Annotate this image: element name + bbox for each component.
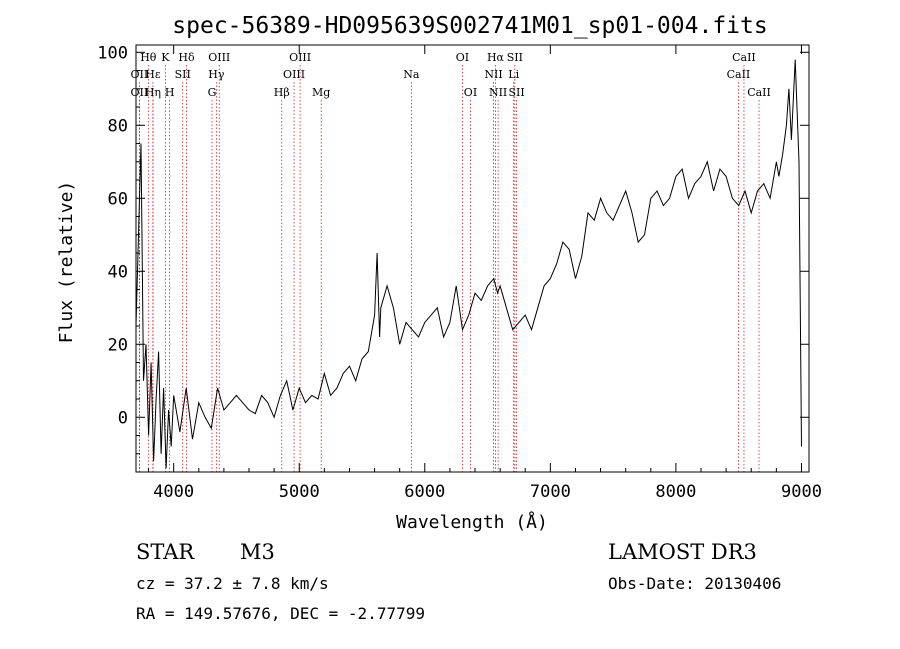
spectral-line-label: OI [464,86,477,99]
x-tick-label: 9000 [781,482,822,502]
x-tick-label: 8000 [655,482,696,502]
spectral-line-label: Mg [312,86,330,99]
x-tick-label: 5000 [279,482,320,502]
spectral-line-label: Hδ [178,51,195,64]
spectral-line-label: NII [484,68,502,81]
spectral-line-label: NII [489,86,507,99]
ra-dec: RA = 149.57676, DEC = -2.77799 [136,604,425,623]
spectral-line-label: G [208,86,217,99]
x-tick-label: 4000 [153,482,194,502]
redshift-cz: cz = 37.2 ± 7.8 km/s [136,574,329,593]
spectral-line-label: K [161,51,170,64]
x-tick-label: 6000 [404,482,445,502]
y-axis-label: Flux (relative) [56,181,77,344]
y-tick-label: 100 [97,43,128,63]
spectral-line-label: SII [508,86,524,99]
plot-frame [135,44,810,473]
spectral-line-label: SII [507,51,523,64]
y-tick-label: 0 [118,408,128,428]
spectral-line-label: H [165,86,175,99]
chart-title: spec-56389-HD095639S002741M01_sp01-004.f… [172,13,767,39]
spectral-line-label: OII [131,86,149,99]
spectral-line-label: Na [403,68,420,81]
spectral-line-label: Hβ [274,86,290,99]
object-subclass: M3 [240,540,275,564]
spectral-line-label: CaII [747,86,771,99]
x-tick-label: 7000 [530,482,571,502]
spectral-line-label: Hγ [208,68,225,81]
spectral-line-label: Hη [145,86,161,99]
spectral-line-label: Hε [145,68,161,81]
spectral-line-label: OIII [208,51,230,64]
flux-series-line [135,59,802,469]
axis-ticks-layer: 4000 5000 6000 7000 8000 9000 0 20 40 60 80 100 [97,43,822,502]
spectral-line-label: CaII [732,51,756,64]
spectral-line-label: OIII [283,68,305,81]
spectral-line-label: SII [175,68,191,81]
observation-date: Obs-Date: 20130406 [608,574,781,593]
y-tick-label: 20 [108,335,128,355]
x-axis-label: Wavelength (Å) [396,511,548,533]
survey-name: LAMOST DR3 [608,540,757,564]
spectral-line-label: OII [131,68,149,81]
spectral-line-label: OI [456,51,469,64]
spectral-line-label: Li [508,68,519,81]
y-tick-label: 80 [108,116,128,136]
y-tick-label: 40 [108,262,128,282]
spectral-line-label: Hα [487,51,505,64]
spectral-line-label: CaII [727,68,751,81]
spectral-line-label: OIII [289,51,311,64]
spectral-line-label: Hθ [140,51,157,64]
y-tick-label: 60 [108,189,128,209]
object-class: STAR [136,540,195,564]
